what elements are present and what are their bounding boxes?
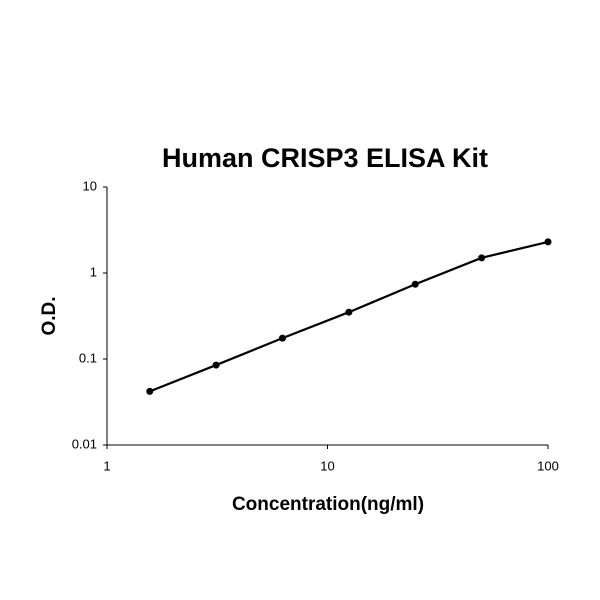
x-axis-label: Concentration(ng/ml) <box>232 494 424 515</box>
point <box>146 387 154 395</box>
point <box>478 254 486 262</box>
y-tick-label: 0.1 <box>79 350 97 365</box>
y-tick-label: 1 <box>90 264 97 279</box>
y-tick-label: 0.01 <box>72 436 97 451</box>
y-tick-label: 10 <box>83 178 97 193</box>
chart-title: Human CRISP3 ELISA Kit <box>162 143 488 173</box>
x-tick-label: 10 <box>320 458 334 473</box>
point <box>544 238 552 246</box>
point <box>278 334 286 342</box>
x-tick-label: 1 <box>103 458 110 473</box>
y-axis-label: O.D. <box>39 296 60 335</box>
point <box>212 361 220 369</box>
point <box>345 308 353 316</box>
x-tick-label: 100 <box>537 458 559 473</box>
point <box>411 280 419 288</box>
